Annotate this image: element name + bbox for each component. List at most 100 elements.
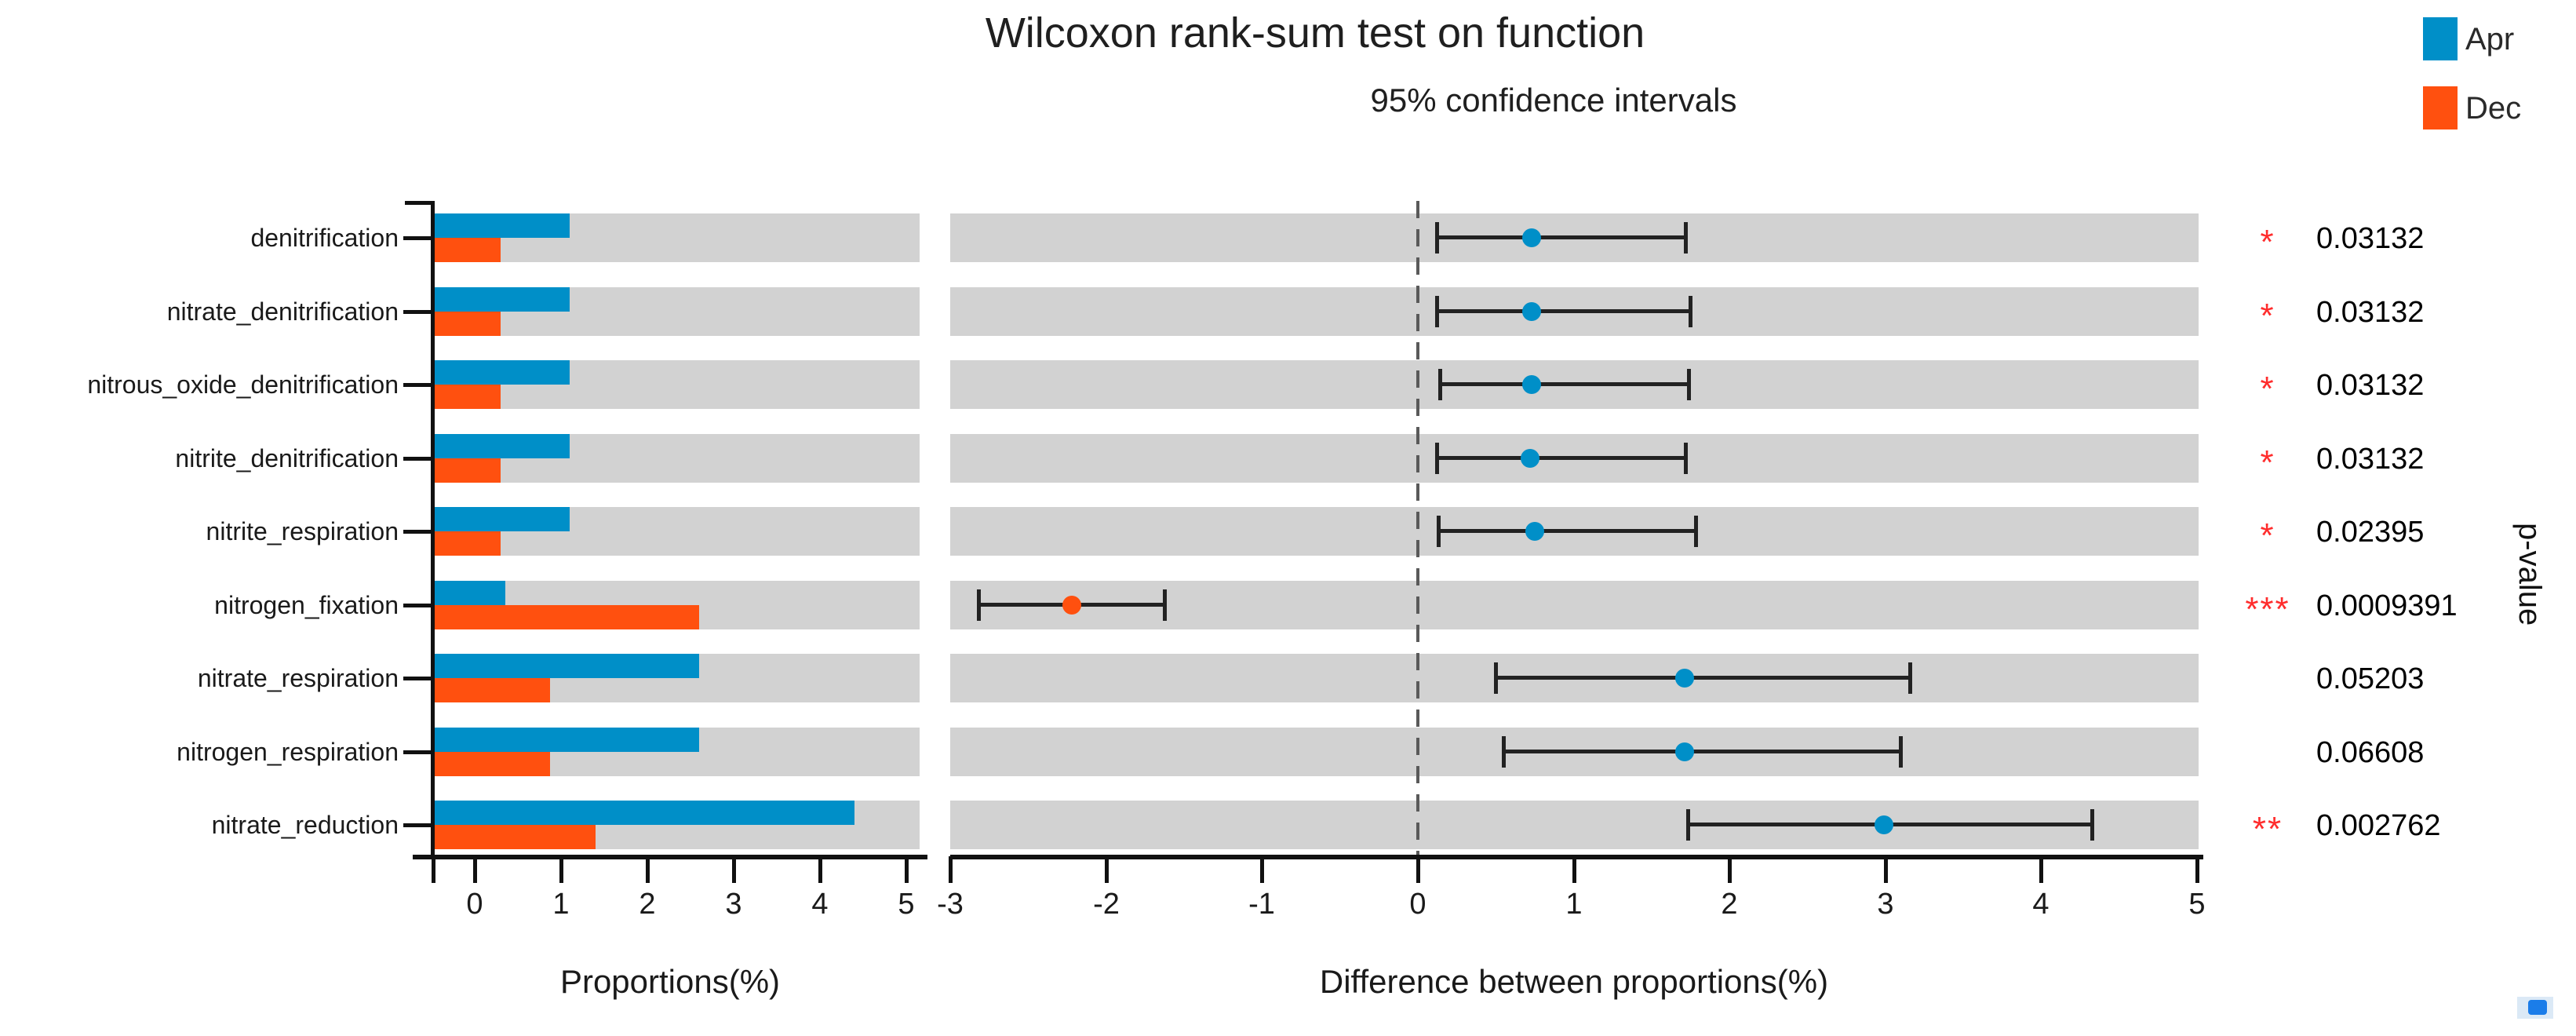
ci-line bbox=[1438, 529, 1697, 533]
left-y-axis bbox=[431, 201, 435, 858]
category-label: nitrate_reduction bbox=[211, 811, 399, 839]
category-label: nitrite_denitrification bbox=[175, 444, 399, 472]
left-axis-title: Proportions(%) bbox=[559, 963, 781, 1000]
left-x-tick-label: 2 bbox=[639, 888, 656, 921]
dec-bar bbox=[433, 458, 501, 483]
left-x-tick-label: 5 bbox=[898, 888, 915, 921]
category-tick bbox=[403, 677, 433, 680]
ci-line bbox=[1437, 456, 1686, 460]
ci-cap-right bbox=[1689, 296, 1692, 327]
p-value: 0.03132 bbox=[2316, 222, 2425, 255]
ci-cap-left bbox=[1435, 443, 1439, 474]
category-tick bbox=[403, 604, 433, 607]
legend-label-apr: Apr bbox=[2465, 22, 2515, 57]
significance-stars: * bbox=[2260, 516, 2275, 555]
mid-x-tick bbox=[2039, 856, 2043, 883]
category-tick bbox=[403, 383, 433, 387]
p-value: 0.03132 bbox=[2316, 296, 2425, 329]
legend-swatch-dec bbox=[2423, 86, 2458, 130]
category-label: nitrate_denitrification bbox=[166, 297, 399, 326]
ci-dot bbox=[1521, 449, 1539, 468]
ci-dot bbox=[1675, 669, 1694, 688]
mid-x-tick bbox=[1260, 856, 1264, 883]
ci-cap-right bbox=[1684, 443, 1688, 474]
chart-title: Wilcoxon rank-sum test on function bbox=[985, 9, 1645, 57]
apr-bar bbox=[433, 654, 699, 678]
left-x-tick-label: 0 bbox=[466, 888, 483, 921]
left-x-tick bbox=[732, 856, 736, 883]
category-label: nitrous_oxide_denitrification bbox=[87, 370, 399, 399]
category-tick bbox=[403, 530, 433, 534]
left-x-tick-label: 3 bbox=[725, 888, 742, 921]
ci-line bbox=[1496, 676, 1910, 680]
ci-dot bbox=[1675, 742, 1694, 761]
left-x-axis-corner-tick bbox=[432, 856, 435, 883]
category-label: nitrate_respiration bbox=[197, 664, 399, 692]
p-value: 0.02395 bbox=[2316, 516, 2425, 549]
mid-x-tick-label: -3 bbox=[937, 888, 964, 921]
category-tick bbox=[403, 823, 433, 827]
significance-stars: *** bbox=[2245, 590, 2290, 629]
corner-artifact-blob bbox=[2528, 1000, 2547, 1015]
mid-x-tick-label: 5 bbox=[2188, 888, 2206, 921]
left-x-tick-label: 4 bbox=[811, 888, 829, 921]
ci-cap-right bbox=[1694, 516, 1698, 547]
p-value: 0.002762 bbox=[2316, 809, 2441, 842]
left-x-tick bbox=[646, 856, 650, 883]
ci-line bbox=[1440, 382, 1689, 386]
ci-dot bbox=[1522, 375, 1541, 394]
apr-bar bbox=[433, 507, 570, 531]
ci-cap-left bbox=[1502, 736, 1506, 768]
ci-line bbox=[1437, 235, 1686, 239]
ci-dot bbox=[1875, 815, 1893, 834]
mid-x-tick-label: 1 bbox=[1565, 888, 1583, 921]
ci-cap-left bbox=[1437, 516, 1441, 547]
category-tick bbox=[403, 750, 433, 754]
apr-bar bbox=[433, 801, 854, 825]
ci-cap-left bbox=[977, 589, 981, 621]
apr-bar bbox=[433, 581, 505, 605]
p-value-column-header: p-value bbox=[2512, 523, 2547, 626]
corner-artifact-icon bbox=[2517, 997, 2553, 1019]
ci-dot bbox=[1525, 522, 1544, 541]
legend-swatch-apr bbox=[2423, 17, 2458, 60]
mid-x-tick-label: 0 bbox=[1409, 888, 1426, 921]
category-label: denitrification bbox=[250, 224, 399, 252]
category-label: nitrogen_fixation bbox=[214, 591, 399, 619]
mid-x-tick bbox=[1572, 856, 1576, 883]
ci-dot bbox=[1522, 302, 1541, 321]
mid-x-tick-label: -1 bbox=[1248, 888, 1275, 921]
left-x-tick bbox=[559, 856, 563, 883]
ci-cap-left bbox=[1435, 296, 1439, 327]
legend-label-dec: Dec bbox=[2465, 91, 2522, 126]
ci-cap-left bbox=[1494, 662, 1498, 694]
mid-x-tick bbox=[1105, 856, 1109, 883]
left-y-axis-top-tick bbox=[405, 201, 433, 205]
ci-line bbox=[1437, 309, 1691, 313]
zero-dashed-line bbox=[1416, 201, 1419, 855]
dec-bar bbox=[433, 385, 501, 409]
p-value: 0.0009391 bbox=[2316, 589, 2458, 622]
p-value: 0.03132 bbox=[2316, 369, 2425, 402]
category-label: nitrite_respiration bbox=[206, 517, 399, 545]
apr-bar bbox=[433, 434, 570, 458]
significance-stars: * bbox=[2260, 370, 2275, 408]
legend: Apr Dec bbox=[2423, 17, 2572, 135]
ci-cap-right bbox=[1684, 222, 1688, 254]
apr-bar bbox=[433, 728, 699, 752]
ci-cap-right bbox=[1899, 736, 1903, 768]
apr-bar bbox=[433, 213, 570, 238]
p-value: 0.05203 bbox=[2316, 662, 2425, 695]
chart-subtitle: 95% confidence intervals bbox=[1370, 82, 1737, 119]
ci-cap-left bbox=[1435, 222, 1439, 254]
mid-x-tick bbox=[949, 856, 953, 883]
mid-x-tick bbox=[2195, 856, 2199, 883]
left-x-axis bbox=[413, 855, 927, 859]
dec-bar bbox=[433, 678, 550, 702]
dec-bar bbox=[433, 752, 550, 776]
significance-stars: * bbox=[2260, 443, 2275, 482]
left-x-tick bbox=[473, 856, 477, 883]
ci-cap-right bbox=[1163, 589, 1167, 621]
dec-bar bbox=[433, 312, 501, 336]
dec-bar bbox=[433, 825, 596, 849]
